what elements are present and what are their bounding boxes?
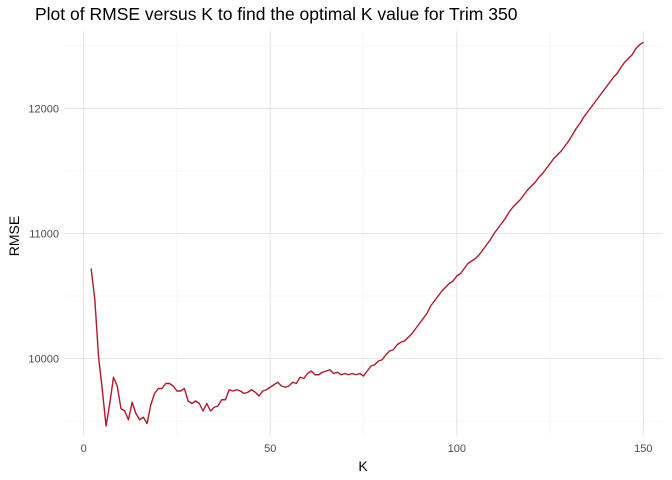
x-tick-label: 150: [634, 443, 652, 455]
y-tick-label: 10000: [28, 354, 59, 366]
y-tick-label: 12000: [28, 104, 59, 116]
y-axis-title: RMSE: [6, 216, 22, 256]
rmse-series-line: [90, 41, 644, 427]
x-tick-label: 0: [81, 443, 87, 455]
y-tick-label: 11000: [29, 229, 59, 241]
x-tick-label: 50: [264, 443, 276, 455]
major-gridlines: [65, 31, 662, 436]
x-axis-title: K: [358, 458, 368, 474]
chart-title: Plot of RMSE versus K to find the optima…: [35, 4, 518, 24]
y-tick-labels: 10000 11000 12000: [28, 104, 59, 366]
x-tick-label: 100: [448, 443, 466, 455]
x-tick-labels: 0 50 100 150: [81, 443, 653, 455]
series-layer: [90, 41, 644, 427]
